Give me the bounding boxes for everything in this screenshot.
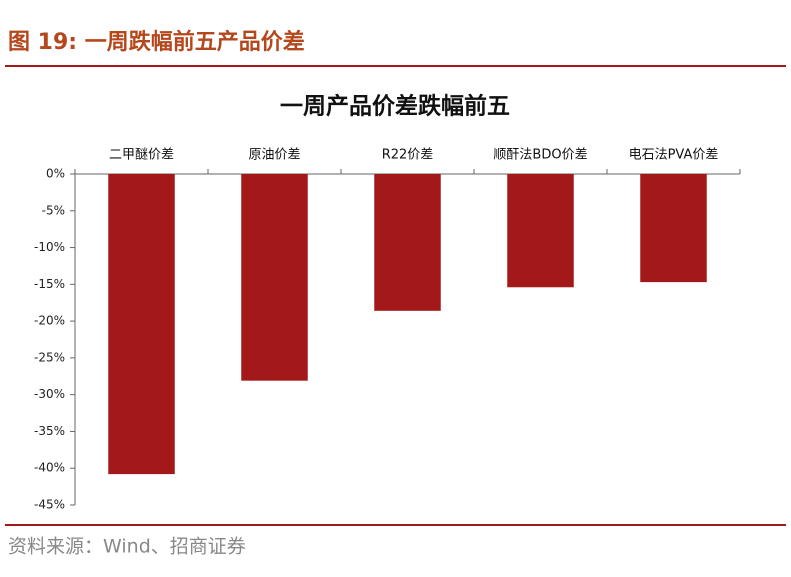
bar	[507, 174, 574, 288]
y-tick-label: 0%	[46, 167, 65, 181]
x-tick-label: 二甲醚价差	[109, 148, 174, 163]
bar	[640, 174, 707, 283]
y-tick-label: -45%	[34, 498, 65, 512]
x-tick-label: R22价差	[382, 148, 434, 163]
y-tick-label: -10%	[34, 240, 65, 254]
x-tick-label: 顺酐法BDO价差	[493, 148, 587, 163]
chart-title: 一周产品价差跌幅前五	[280, 93, 510, 120]
y-tick-label: -20%	[34, 314, 65, 328]
y-tick-label: -40%	[34, 461, 65, 475]
x-tick-label: 原油价差	[248, 148, 300, 163]
bar	[108, 174, 175, 475]
bar	[241, 174, 308, 381]
y-tick-label: -30%	[34, 387, 65, 401]
y-tick-label: -35%	[34, 424, 65, 438]
bar	[374, 174, 441, 311]
x-tick-label: 电石法PVA价差	[629, 148, 719, 163]
source-note: 资料来源：Wind、招商证券	[8, 536, 246, 558]
figure-title: 图 19: 一周跌幅前五产品价差	[8, 29, 305, 55]
y-tick-label: -5%	[42, 203, 65, 217]
y-tick-label: -25%	[34, 350, 65, 364]
y-tick-label: -15%	[34, 277, 65, 291]
